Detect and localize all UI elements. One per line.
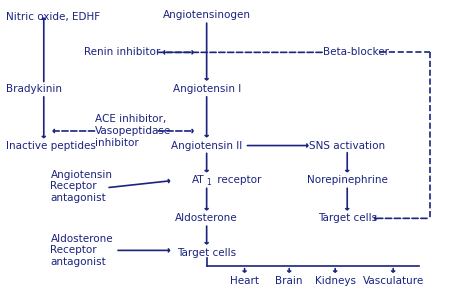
- Text: Norepinephrine: Norepinephrine: [307, 176, 387, 186]
- Text: Angiotensin I: Angiotensin I: [172, 84, 241, 94]
- Text: Angiotensinogen: Angiotensinogen: [163, 10, 251, 20]
- Text: receptor: receptor: [214, 176, 261, 186]
- Text: Heart: Heart: [230, 276, 259, 286]
- Text: SNS activation: SNS activation: [309, 141, 385, 151]
- Text: Beta-blocker: Beta-blocker: [323, 47, 389, 57]
- Text: Angiotensin: Angiotensin: [50, 170, 112, 180]
- Text: Kidneys: Kidneys: [315, 276, 356, 286]
- Text: Receptor: Receptor: [50, 181, 97, 191]
- Text: Bradykinin: Bradykinin: [6, 84, 62, 94]
- Text: Inactive peptides: Inactive peptides: [6, 141, 96, 151]
- Text: Target cells: Target cells: [317, 213, 377, 223]
- Text: Brain: Brain: [275, 276, 303, 286]
- Text: ACE inhibitor,: ACE inhibitor,: [95, 114, 166, 124]
- Text: AT: AT: [192, 176, 204, 186]
- Text: 1: 1: [206, 178, 211, 187]
- Text: Receptor: Receptor: [50, 245, 97, 255]
- Text: antagonist: antagonist: [50, 193, 106, 203]
- Text: Vasculature: Vasculature: [362, 276, 424, 286]
- Text: Target cells: Target cells: [177, 248, 236, 258]
- Text: Nitric oxide, EDHF: Nitric oxide, EDHF: [6, 12, 100, 22]
- Text: Aldosterone: Aldosterone: [176, 213, 238, 223]
- Text: antagonist: antagonist: [50, 257, 106, 267]
- Text: Renin inhibitor: Renin inhibitor: [84, 47, 160, 57]
- Text: Aldosterone: Aldosterone: [50, 234, 113, 244]
- Text: inhibitor: inhibitor: [95, 138, 139, 148]
- Text: Angiotensin II: Angiotensin II: [171, 141, 242, 151]
- Text: Vasopeptidase: Vasopeptidase: [95, 126, 172, 136]
